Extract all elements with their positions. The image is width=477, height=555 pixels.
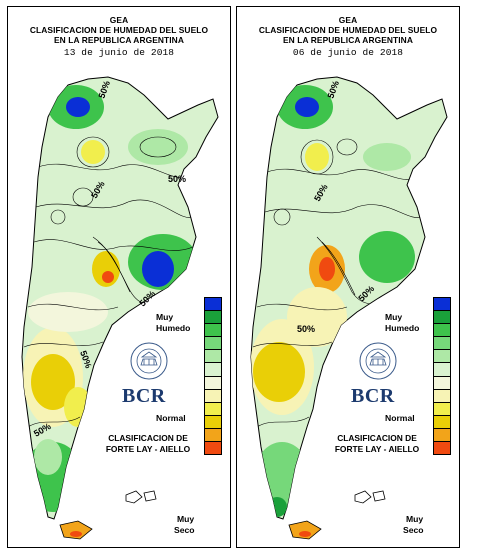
soil-moisture-map: 50% 50% 50% 50%: [250, 76, 448, 540]
legend-label-very-dry-2: Seco: [174, 525, 195, 535]
map-panel-right: GEA CLASIFICACION DE HUMEDAD DEL SUELO E…: [236, 6, 460, 548]
bcr-seal-icon: [130, 342, 168, 380]
legend-label-normal: Normal: [385, 413, 415, 423]
malvinas-islands: [354, 490, 386, 504]
legend-swatch: [434, 427, 450, 442]
soil-moisture-map: 50% 50% 50% 50% 50% 50%: [21, 76, 219, 540]
legend-swatch: [205, 336, 221, 350]
credit-line2: FORTE LAY - AIELLO: [105, 444, 191, 454]
malvinas-islands: [125, 490, 157, 504]
color-legend: [433, 297, 451, 456]
color-legend: [204, 297, 222, 456]
legend-label-very-wet-1: Muy: [156, 312, 174, 322]
panel-title-line2: CLASIFICACION DE HUMEDAD DEL SUELO: [258, 25, 438, 35]
credit-line2: FORTE LAY - AIELLO: [334, 444, 420, 454]
legend-label-very-wet-2: Humedo: [156, 323, 191, 333]
credit-line1: CLASIFICACION DE: [337, 433, 417, 443]
legend-swatch: [434, 349, 450, 363]
argentina-outline: [250, 76, 448, 520]
legend-swatch: [205, 349, 221, 363]
contour-label: 50%: [168, 174, 186, 184]
legend-swatch: [434, 388, 450, 402]
legend-swatch: [434, 310, 450, 324]
tierra-del-fuego: [288, 520, 322, 540]
legend-label-very-wet-1: Muy: [385, 312, 403, 322]
legend-swatch: [205, 427, 221, 442]
legend-swatch: [205, 297, 221, 311]
legend-swatch: [205, 362, 221, 376]
legend-swatch: [205, 388, 221, 402]
bcr-logo: BCR: [351, 385, 395, 407]
legend-swatch: [205, 323, 221, 337]
legend-swatch: [205, 375, 221, 389]
legend-swatch: [434, 323, 450, 337]
legend-swatch: [434, 297, 450, 311]
legend-label-normal: Normal: [156, 413, 186, 423]
panel-title-line1: GEA: [109, 15, 129, 25]
panel-date: 06 de junio de 2018: [292, 47, 404, 58]
legend-swatch: [434, 414, 450, 428]
legend-label-very-wet-2: Humedo: [385, 323, 420, 333]
panel-title-line3: EN LA REPUBLICA ARGENTINA: [283, 35, 413, 45]
legend-swatch: [205, 401, 221, 415]
panel-date: 13 de junio de 2018: [63, 47, 175, 58]
bcr-seal-icon: [359, 342, 397, 380]
map-panel-left: GEA CLASIFICACION DE HUMEDAD DEL SUELO E…: [7, 6, 231, 548]
legend-swatch: [434, 336, 450, 350]
legend-swatch: [205, 441, 221, 455]
panel-title-line1: GEA: [338, 15, 358, 25]
bcr-logo: BCR: [122, 385, 166, 407]
legend-swatch: [205, 414, 221, 428]
legend-swatch: [434, 401, 450, 415]
panel-title-line3: EN LA REPUBLICA ARGENTINA: [54, 35, 184, 45]
tierra-del-fuego: [59, 520, 93, 540]
legend-swatch: [434, 441, 450, 455]
credit-line1: CLASIFICACION DE: [108, 433, 188, 443]
panel-title-line2: CLASIFICACION DE HUMEDAD DEL SUELO: [29, 25, 209, 35]
contour-label: 50%: [297, 324, 315, 334]
legend-swatch: [434, 375, 450, 389]
legend-label-very-dry-1: Muy: [406, 514, 424, 524]
legend-swatch: [434, 362, 450, 376]
legend-swatch: [205, 310, 221, 324]
legend-label-very-dry-2: Seco: [403, 525, 424, 535]
legend-label-very-dry-1: Muy: [177, 514, 195, 524]
